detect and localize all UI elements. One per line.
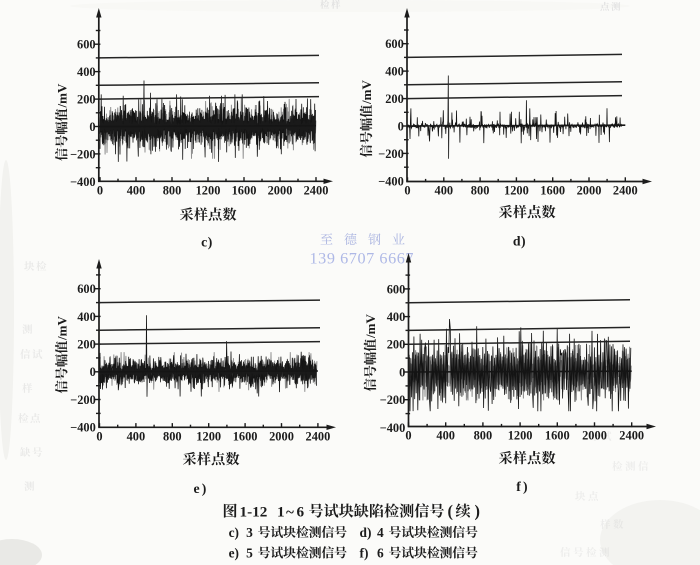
svg-text:2400: 2400	[306, 430, 331, 444]
svg-text:200: 200	[385, 92, 404, 106]
svg-text:5: 5	[246, 545, 253, 560]
svg-text:1200: 1200	[508, 429, 533, 443]
svg-text:0: 0	[405, 429, 411, 443]
svg-text:400: 400	[127, 430, 146, 444]
svg-text:400: 400	[127, 184, 146, 198]
svg-text:3: 3	[246, 525, 253, 540]
svg-text:(: (	[448, 501, 453, 520]
svg-text:600: 600	[387, 282, 406, 296]
svg-text:−400: −400	[378, 174, 404, 188]
svg-text:200: 200	[387, 338, 406, 352]
svg-text:400: 400	[77, 310, 96, 324]
svg-text:6: 6	[377, 545, 384, 560]
svg-text:0: 0	[97, 184, 103, 198]
svg-text:−200: −200	[70, 393, 96, 407]
svg-text:1600: 1600	[540, 184, 565, 198]
svg-text:2000: 2000	[269, 430, 294, 444]
svg-text:800: 800	[163, 184, 182, 198]
svg-text:200: 200	[77, 338, 96, 352]
svg-text:139 6707 6667: 139 6707 6667	[310, 250, 414, 268]
svg-text:/mV: /mV	[359, 80, 374, 105]
svg-text:4: 4	[377, 525, 384, 540]
svg-text:400: 400	[77, 65, 96, 79]
svg-text:400: 400	[435, 184, 454, 198]
svg-text:2400: 2400	[304, 184, 329, 198]
svg-text:1600: 1600	[232, 184, 257, 198]
svg-text:f): f)	[516, 479, 530, 495]
svg-text:2000: 2000	[577, 184, 602, 198]
svg-text:1600: 1600	[545, 429, 570, 443]
svg-text:−400: −400	[380, 421, 406, 435]
svg-text:2400: 2400	[613, 184, 638, 198]
svg-text:0: 0	[399, 365, 405, 379]
svg-text:1200: 1200	[196, 184, 221, 198]
svg-text:1200: 1200	[504, 184, 529, 198]
svg-text:800: 800	[471, 184, 490, 198]
svg-text:/mV: /mV	[363, 314, 378, 339]
svg-text:400: 400	[436, 429, 455, 443]
svg-text:2400: 2400	[619, 429, 644, 443]
svg-text:~: ~	[286, 504, 294, 521]
svg-text:0: 0	[90, 365, 96, 379]
svg-text:1200: 1200	[196, 430, 221, 444]
svg-text:1-12: 1-12	[240, 503, 268, 520]
svg-text:c): c)	[201, 235, 213, 251]
svg-text:800: 800	[163, 430, 182, 444]
svg-text:c): c)	[229, 525, 239, 540]
svg-text:−400: −400	[70, 175, 96, 189]
svg-text:−400: −400	[70, 421, 96, 435]
svg-text:2000: 2000	[268, 184, 293, 198]
svg-text:0: 0	[89, 120, 95, 134]
svg-text:−200: −200	[380, 393, 406, 407]
svg-text:200: 200	[77, 93, 96, 107]
svg-text:800: 800	[474, 429, 493, 443]
svg-text:f): f)	[360, 545, 369, 560]
svg-text:/mV: /mV	[54, 316, 69, 341]
svg-text:−200: −200	[70, 147, 96, 161]
svg-text:0: 0	[404, 184, 410, 198]
svg-text:e): e)	[229, 545, 239, 560]
svg-text:d): d)	[360, 525, 372, 540]
svg-text:0: 0	[398, 119, 404, 133]
svg-text:−200: −200	[378, 147, 404, 161]
svg-text:600: 600	[77, 38, 96, 52]
svg-text:1600: 1600	[233, 430, 258, 444]
svg-text:/mV: /mV	[54, 83, 69, 108]
svg-text:400: 400	[387, 310, 406, 324]
svg-text:1: 1	[277, 503, 285, 520]
svg-text:): )	[475, 501, 480, 520]
svg-text:600: 600	[385, 37, 404, 51]
svg-text:600: 600	[77, 282, 96, 296]
svg-text:2000: 2000	[582, 429, 607, 443]
svg-text:d): d)	[513, 234, 526, 250]
svg-text:400: 400	[385, 65, 404, 79]
svg-text:e): e)	[193, 481, 208, 497]
svg-text:0: 0	[96, 430, 102, 444]
svg-text:6: 6	[297, 503, 305, 520]
